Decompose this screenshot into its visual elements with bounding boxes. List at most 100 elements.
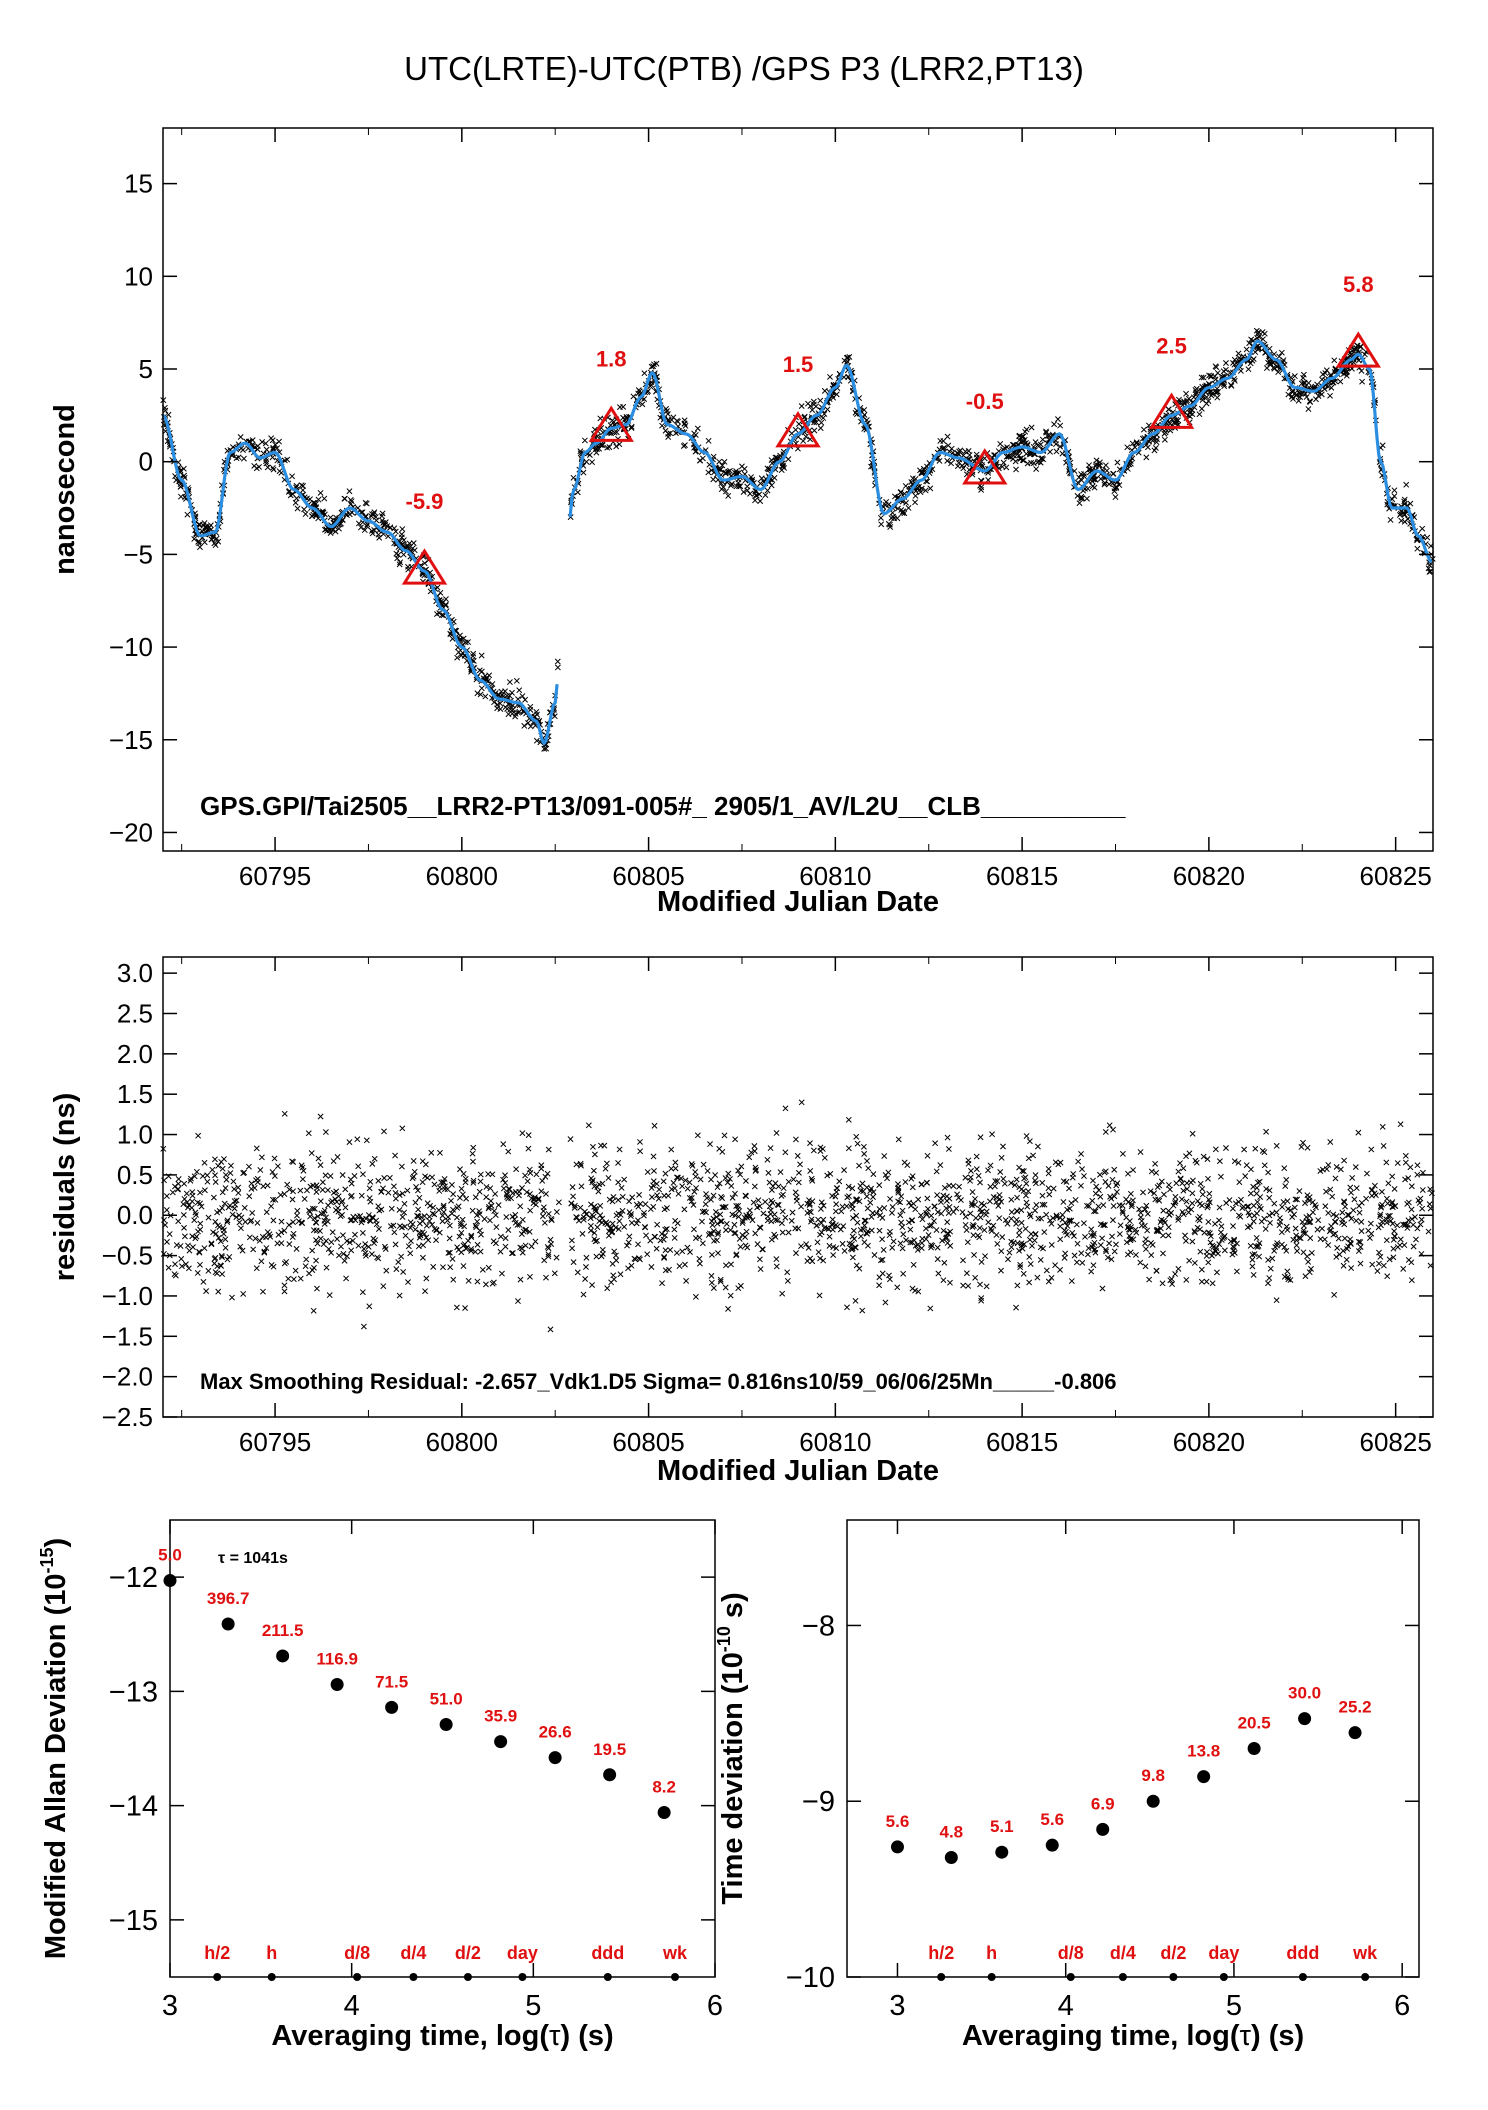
residual-point	[1269, 1210, 1276, 1217]
offset-point	[504, 692, 511, 699]
offset-point	[1301, 380, 1308, 387]
residual-point	[1206, 1190, 1213, 1197]
offset-point	[604, 444, 611, 451]
residual-point	[222, 1244, 229, 1251]
residual-point	[637, 1200, 644, 1207]
residual-point	[1292, 1225, 1299, 1232]
residual-point	[285, 1275, 292, 1282]
residual-point	[400, 1268, 407, 1275]
x-tick-label: 60810	[799, 861, 871, 891]
residual-point	[757, 1266, 764, 1273]
offset-point	[667, 430, 674, 437]
residual-point	[849, 1254, 856, 1261]
residual-point	[1189, 1190, 1196, 1197]
residual-point	[1252, 1145, 1259, 1152]
deviation-label: 5.6	[1040, 1810, 1064, 1829]
offset-point	[343, 512, 350, 519]
residual-point	[399, 1214, 406, 1221]
residual-point	[281, 1191, 288, 1197]
residual-point	[1142, 1246, 1149, 1253]
residual-point	[1306, 1194, 1313, 1201]
residual-point	[1250, 1183, 1257, 1190]
residual-point	[773, 1130, 780, 1136]
residual-point	[585, 1122, 592, 1129]
residual-point	[798, 1243, 804, 1250]
residual-point	[696, 1255, 703, 1262]
residual-point	[1130, 1167, 1137, 1173]
residual-point	[832, 1208, 839, 1215]
residual-point	[281, 1282, 288, 1289]
residual-point	[361, 1245, 367, 1252]
offset-point	[1057, 443, 1064, 450]
residual-point	[1000, 1175, 1007, 1182]
offset-point	[1093, 461, 1100, 468]
residual-point	[837, 1226, 844, 1233]
residual-point	[317, 1228, 323, 1234]
residuals-ylabel: residuals (ns)	[49, 1093, 81, 1282]
residual-point	[712, 1172, 719, 1179]
residual-point	[1006, 1249, 1013, 1256]
residual-point	[1262, 1226, 1269, 1232]
residual-point	[683, 1277, 690, 1284]
residual-point	[519, 1185, 525, 1191]
residual-point	[899, 1224, 906, 1231]
residual-point	[1380, 1262, 1387, 1269]
residual-point	[636, 1191, 643, 1198]
offset-point	[516, 708, 523, 715]
offset-point	[820, 415, 827, 421]
offset-point	[346, 488, 353, 495]
offset-point	[962, 448, 969, 455]
offset-point	[293, 482, 300, 489]
offset-point	[392, 528, 399, 535]
offset-point	[370, 511, 377, 517]
residual-point	[934, 1256, 941, 1263]
residual-point	[553, 1254, 560, 1261]
residual-point	[1342, 1203, 1349, 1210]
residual-point	[880, 1246, 887, 1253]
residual-point	[1198, 1266, 1205, 1273]
residual-point	[773, 1256, 780, 1263]
offset-point	[184, 511, 191, 518]
residual-point	[998, 1267, 1004, 1274]
residual-point	[1110, 1126, 1117, 1133]
residual-point	[1319, 1225, 1326, 1232]
offset-point	[937, 437, 944, 444]
offset-point	[1343, 369, 1350, 376]
residual-point	[882, 1299, 889, 1306]
residual-point	[435, 1207, 442, 1214]
residual-point	[1166, 1211, 1173, 1218]
offset-point	[1256, 345, 1263, 352]
residual-point	[1273, 1297, 1280, 1304]
offset-point	[270, 444, 277, 451]
residual-point	[362, 1241, 369, 1248]
residual-point	[477, 1248, 484, 1255]
residual-point	[793, 1194, 800, 1201]
offset-point	[769, 477, 776, 483]
residual-point	[458, 1185, 465, 1192]
offset-point	[263, 446, 270, 453]
residual-point	[474, 1278, 481, 1285]
offset-point	[944, 457, 951, 464]
residual-point	[476, 1188, 483, 1195]
residual-point	[1251, 1212, 1258, 1219]
residual-point	[530, 1200, 537, 1207]
residual-point	[833, 1201, 840, 1208]
residual-point	[1408, 1277, 1415, 1284]
residual-point	[1114, 1180, 1121, 1187]
residual-point	[1265, 1257, 1272, 1263]
residual-point	[723, 1220, 730, 1227]
residual-point	[910, 1200, 917, 1207]
residual-point	[545, 1146, 552, 1153]
offset-point	[902, 483, 909, 489]
residual-point	[420, 1242, 427, 1249]
residual-point	[260, 1288, 266, 1295]
residual-point	[743, 1228, 750, 1235]
period-mark	[463, 1973, 472, 1981]
residual-point	[1368, 1192, 1375, 1199]
offset-point	[421, 560, 428, 567]
deviation-label: 4.8	[939, 1822, 963, 1841]
residual-point	[163, 1207, 170, 1213]
residual-point	[881, 1153, 888, 1159]
residual-point	[580, 1214, 587, 1221]
offset-point	[276, 438, 283, 445]
